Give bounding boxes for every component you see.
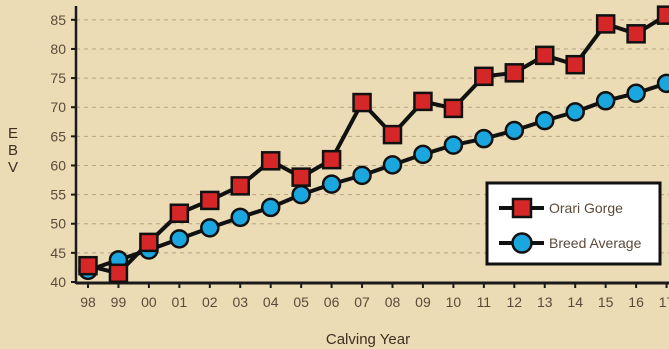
x-tick-label: 02	[202, 294, 218, 310]
data-point-orari-gorge	[443, 98, 464, 119]
x-tick-label: 09	[415, 294, 431, 310]
data-point-breed-average	[291, 184, 311, 205]
data-point-orari-gorge	[565, 54, 585, 75]
data-point-breed-average	[626, 83, 646, 103]
x-tick-label: 13	[537, 294, 553, 310]
data-point-breed-average	[321, 174, 342, 194]
x-tick-label: 08	[385, 294, 401, 310]
data-point-orari-gorge	[230, 176, 250, 196]
data-point-orari-gorge	[535, 45, 555, 66]
data-point-breed-average	[413, 144, 433, 165]
x-tick-label: 98	[80, 294, 96, 310]
x-tick-label: 14	[567, 294, 583, 310]
x-tick-label: 05	[293, 294, 309, 310]
data-point-orari-gorge	[626, 24, 646, 44]
x-axis-title: Calving Year	[326, 331, 410, 348]
data-point-orari-gorge	[595, 14, 616, 34]
data-point-breed-average	[443, 135, 464, 155]
data-point-orari-gorge	[291, 167, 311, 187]
data-point-orari-gorge	[139, 232, 159, 253]
data-point-breed-average	[656, 73, 669, 94]
y-tick-label: 60	[50, 157, 66, 173]
data-point-orari-gorge	[504, 63, 525, 83]
data-point-orari-gorge	[78, 255, 98, 276]
legend-label-orari-gorge: Orari Gorge	[549, 200, 623, 216]
x-tick-label: 12	[507, 294, 523, 310]
data-point-breed-average	[504, 120, 525, 141]
x-tick-label: 01	[172, 294, 188, 310]
data-point-orari-gorge	[413, 91, 433, 112]
x-tick-label: 00	[141, 294, 157, 310]
x-tick-label: 07	[354, 294, 370, 310]
y-tick-label: 70	[50, 99, 66, 115]
data-point-orari-gorge	[260, 151, 281, 171]
x-tick-label: 10	[446, 294, 462, 310]
y-tick-label: 55	[50, 187, 66, 203]
legend-marker-breed-average	[511, 232, 533, 254]
x-tick-label: 17	[659, 294, 669, 310]
data-point-orari-gorge	[474, 66, 494, 87]
data-point-orari-gorge	[382, 124, 403, 145]
x-tick-label: 99	[111, 294, 127, 310]
x-tick-label: 04	[263, 294, 279, 310]
y-tick-label: 50	[50, 216, 66, 232]
x-tick-label: 15	[598, 294, 614, 310]
x-tick-label: 06	[324, 294, 340, 310]
x-tick-label: 03	[232, 294, 248, 310]
data-point-breed-average	[382, 155, 403, 175]
data-point-breed-average	[169, 229, 190, 249]
data-point-orari-gorge	[656, 5, 669, 25]
data-point-breed-average	[474, 128, 494, 149]
legend: Orari Gorge Breed Average	[485, 181, 662, 266]
x-tick-label: 11	[477, 294, 492, 310]
legend-box	[485, 181, 662, 266]
data-point-breed-average	[352, 165, 372, 186]
x-tick-label: 16	[628, 294, 644, 310]
data-point-breed-average	[595, 91, 616, 111]
data-point-breed-average	[260, 197, 281, 218]
data-point-orari-gorge	[352, 92, 372, 113]
y-tick-label: 75	[50, 70, 66, 86]
data-point-orari-gorge	[321, 149, 342, 170]
y-tick-label: 40	[50, 274, 66, 290]
y-tick-label: 45	[50, 245, 66, 261]
data-point-breed-average	[565, 102, 585, 122]
y-tick-label: 80	[50, 41, 66, 57]
data-point-orari-gorge	[200, 190, 220, 211]
data-point-orari-gorge	[108, 263, 129, 284]
data-point-breed-average	[230, 207, 250, 228]
y-tick-label: 85	[50, 12, 66, 28]
y-tick-label: 65	[50, 128, 66, 144]
legend-marker-orari-gorge	[511, 197, 533, 219]
data-point-breed-average	[200, 218, 220, 238]
data-point-breed-average	[535, 110, 555, 131]
legend-label-breed-average: Breed Average	[549, 235, 642, 251]
data-point-orari-gorge	[169, 203, 190, 224]
